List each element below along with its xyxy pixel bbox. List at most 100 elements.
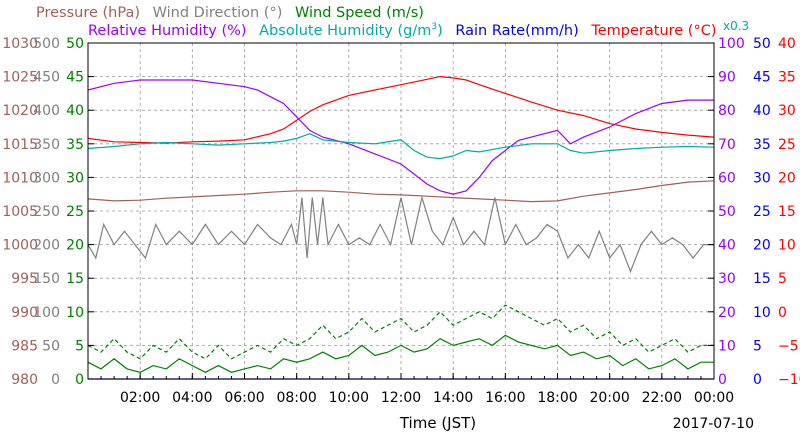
series-line xyxy=(87,180,715,203)
y-tick-label-rain-rate: 25 xyxy=(753,204,771,220)
y-tick-label-relative-humidity: 10 xyxy=(718,338,736,354)
y-tick-label-rain-rate: 30 xyxy=(753,170,771,186)
x-tick-label: 02:00 xyxy=(120,390,160,406)
y-tick-label-relative-humidity: 40 xyxy=(718,238,736,254)
series-line xyxy=(87,75,715,144)
x-axis-label: Time (JST) xyxy=(399,414,476,432)
y-tick-label-pressure: 985 xyxy=(11,338,38,354)
y-tick-label-wind-speed: 15 xyxy=(66,271,84,287)
y-tick-label-temperature: 20 xyxy=(778,170,796,186)
series-line xyxy=(87,195,714,274)
x-tick-label: 10:00 xyxy=(329,390,369,406)
y-tick-label-wind-direction: 300 xyxy=(33,170,60,186)
title-temperature: Temperature (°C) xyxy=(590,23,716,39)
x-tick-label: 16:00 xyxy=(485,390,525,406)
y-tick-label-wind-direction: 500 xyxy=(33,36,60,52)
y-tick-label-relative-humidity: 0 xyxy=(718,372,727,388)
y-tick-label-wind-speed: 30 xyxy=(66,170,84,186)
y-tick-label-relative-humidity: 30 xyxy=(718,271,736,287)
y-tick-label-wind-direction: 0 xyxy=(51,372,60,388)
y-tick-label-relative-humidity: 90 xyxy=(718,70,736,86)
y-tick-label-wind-direction: 100 xyxy=(33,305,60,321)
y-tick-label-relative-humidity: 100 xyxy=(718,36,745,52)
y-tick-label-relative-humidity: 60 xyxy=(718,170,736,186)
x-tick-label: 06:00 xyxy=(224,390,264,406)
y-tick-label-temperature: −10 xyxy=(778,372,800,388)
y-tick-label-wind-speed: 20 xyxy=(66,238,84,254)
y-tick-label-temperature: 25 xyxy=(778,137,796,153)
title-relative-humidity: Relative Humidity (%) xyxy=(88,23,247,39)
abs-humidity-scale-note: x0.3 xyxy=(723,19,749,33)
y-tick-label-relative-humidity: 20 xyxy=(718,305,736,321)
x-tick-label: 22:00 xyxy=(642,390,682,406)
title-row-1: Pressure (hPa) Wind Direction (°) Wind S… xyxy=(36,5,424,21)
y-tick-label-rain-rate: 20 xyxy=(753,238,771,254)
y-tick-label-wind-direction: 250 xyxy=(33,204,60,220)
x-tick-label: 04:00 xyxy=(172,390,212,406)
y-tick-label-relative-humidity: 70 xyxy=(718,137,736,153)
series-line xyxy=(87,133,715,160)
y-tick-label-pressure: 980 xyxy=(11,372,38,388)
y-tick-label-wind-direction: 50 xyxy=(42,338,60,354)
title-pressure: Pressure (hPa) xyxy=(36,5,140,21)
y-tick-label-pressure: 1030 xyxy=(2,36,38,52)
y-tick-label-temperature: 0 xyxy=(778,305,787,321)
y-tick-label-temperature: 10 xyxy=(778,238,796,254)
y-tick-label-pressure: 1015 xyxy=(2,137,38,153)
y-tick-label-wind-speed: 10 xyxy=(66,305,84,321)
y-tick-label-wind-speed: 35 xyxy=(66,137,84,153)
y-tick-label-wind-speed: 0 xyxy=(75,372,84,388)
y-tick-label-wind-direction: 400 xyxy=(33,103,60,119)
y-tick-label-relative-humidity: 50 xyxy=(718,204,736,220)
series-line xyxy=(87,334,714,373)
y-tick-label-rain-rate: 10 xyxy=(753,305,771,321)
x-tick-label: 18:00 xyxy=(537,390,577,406)
y-tick-label-temperature: −5 xyxy=(778,338,799,354)
y-tick-label-relative-humidity: 80 xyxy=(718,103,736,119)
y-tick-label-pressure: 1000 xyxy=(2,238,38,254)
title-absolute-humidity-exponent: 3 xyxy=(431,22,437,32)
y-tick-label-wind-direction: 150 xyxy=(33,271,60,287)
series-line xyxy=(87,79,714,195)
y-tick-label-rain-rate: 50 xyxy=(753,36,771,52)
y-tick-label-temperature: 40 xyxy=(778,36,796,52)
y-tick-label-wind-speed: 40 xyxy=(66,103,84,119)
title-row-2: Relative Humidity (%) Absolute Humidity … xyxy=(88,22,717,39)
y-tick-label-rain-rate: 35 xyxy=(753,137,771,153)
y-tick-label-rain-rate: 40 xyxy=(753,103,771,119)
title-rain-rate: Rain Rate(mm/h) xyxy=(455,23,578,39)
y-tick-label-pressure: 995 xyxy=(11,271,38,287)
y-tick-label-rain-rate: 15 xyxy=(753,271,771,287)
title-absolute-humidity-close: ) xyxy=(437,23,443,39)
y-tick-label-temperature: 30 xyxy=(778,103,796,119)
y-tick-label-wind-speed: 50 xyxy=(66,36,84,52)
y-tick-label-pressure: 990 xyxy=(11,305,38,321)
y-tick-label-wind-speed: 45 xyxy=(66,70,84,86)
chart-titles: Pressure (hPa) Wind Direction (°) Wind S… xyxy=(36,5,749,39)
y-tick-label-temperature: 35 xyxy=(778,70,796,86)
x-tick-label: 20:00 xyxy=(589,390,629,406)
y-tick-label-pressure: 1010 xyxy=(2,170,38,186)
x-tick-label: 14:00 xyxy=(433,390,473,406)
title-absolute-humidity: Absolute Humidity (g/m xyxy=(259,23,431,39)
y-tick-label-rain-rate: 0 xyxy=(753,372,762,388)
series-line xyxy=(87,304,714,360)
grid xyxy=(88,43,714,379)
y-tick-label-pressure: 1025 xyxy=(2,70,38,86)
y-tick-label-pressure: 1020 xyxy=(2,103,38,119)
title-wind-direction: Wind Direction (°) xyxy=(153,5,283,21)
date-label: 2017-07-10 xyxy=(673,416,754,432)
y-tick-label-rain-rate: 45 xyxy=(753,70,771,86)
y-tick-label-temperature: 15 xyxy=(778,204,796,220)
y-tick-label-wind-direction: 350 xyxy=(33,137,60,153)
axes: 9809859909951000100510101015102010251030… xyxy=(2,36,800,406)
title-wind-speed: Wind Speed (m/s) xyxy=(295,5,424,21)
x-tick-label: 08:00 xyxy=(276,390,316,406)
x-tick-label: 12:00 xyxy=(381,390,421,406)
y-tick-label-pressure: 1005 xyxy=(2,204,38,220)
x-tick-label: 00:00 xyxy=(694,390,734,406)
y-tick-label-wind-speed: 5 xyxy=(75,338,84,354)
y-tick-label-wind-speed: 25 xyxy=(66,204,84,220)
